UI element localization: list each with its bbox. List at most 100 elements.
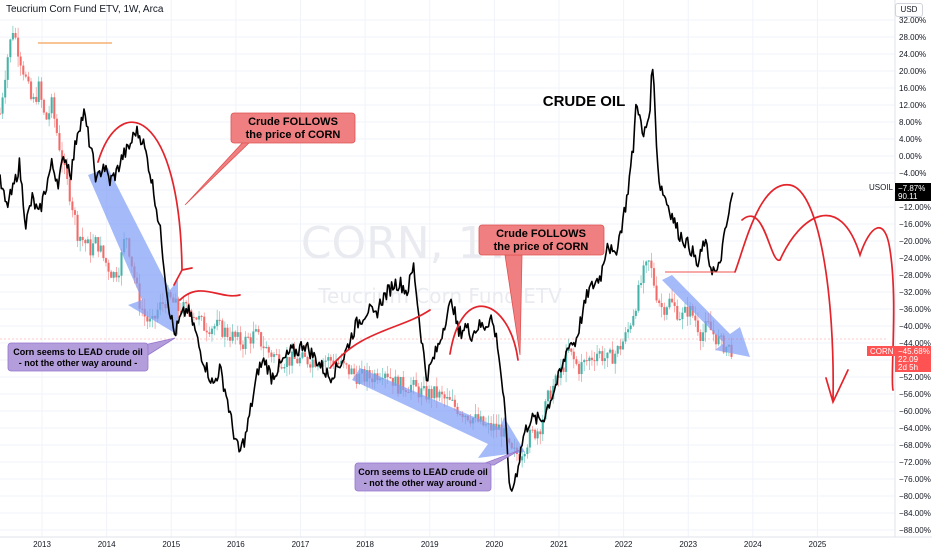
corn-candle-body <box>203 316 206 331</box>
corn-candle-body <box>301 352 304 358</box>
usoil-tag-symbol: USOIL <box>869 183 894 192</box>
y-tick-label: −32.00% <box>899 288 931 297</box>
corn-candle-body <box>306 356 309 365</box>
corn-candle-body <box>595 353 599 362</box>
corn-candle-body <box>148 318 152 322</box>
corn-candle-body <box>611 349 614 364</box>
corn-candle-body <box>402 377 405 391</box>
corn-candle-body <box>205 330 208 333</box>
callout-follows-1: Crude FOLLOWS the price of CORN <box>184 112 356 206</box>
corn-candle-body <box>99 245 102 252</box>
corn-candle-body <box>138 283 141 309</box>
corn-candle-body <box>22 65 25 75</box>
corn-candle-body <box>704 321 707 333</box>
corn-candle-body <box>425 386 428 400</box>
corn-candle-body <box>409 384 413 393</box>
corn-candle-body <box>564 350 568 372</box>
corn-candle-body <box>259 332 263 347</box>
corn-candle-body <box>37 81 40 102</box>
x-tick-label: 2021 <box>550 540 568 549</box>
corn-candle-body <box>228 337 232 341</box>
corn-candle-body <box>435 386 438 398</box>
corn-candle-body <box>438 391 441 398</box>
corn-candle-body <box>112 272 115 278</box>
corn-candle-body <box>629 325 632 330</box>
corn-candle-body <box>580 362 583 375</box>
callout-follows-2: Crude FOLLOWS the price of CORN <box>478 224 605 356</box>
corn-candle-body <box>11 33 15 40</box>
corn-candle-body <box>283 366 286 369</box>
corn-candle-body <box>539 431 542 435</box>
corn-candle-body <box>384 373 387 379</box>
callout-follows-1-line1: Crude FOLLOWS <box>248 116 338 128</box>
x-tick-label: 2016 <box>227 540 245 549</box>
callout-follows-2-line1: Crude FOLLOWS <box>496 228 586 240</box>
x-tick-label: 2023 <box>679 540 697 549</box>
corn-candle-body <box>658 300 661 304</box>
corn-candle-body <box>660 303 663 308</box>
y-tick-label: −16.00% <box>899 220 931 229</box>
corn-candle-body <box>678 319 681 321</box>
y-tick-label: −76.00% <box>899 475 931 484</box>
corn-candle-body <box>412 379 415 385</box>
corn-candle-body <box>446 396 449 399</box>
corn-candle-body <box>1 97 4 114</box>
corn-candle-body <box>606 352 609 359</box>
corn-candle-body <box>345 363 348 365</box>
corn-candle-body <box>614 353 617 364</box>
corn-candle-body <box>451 399 454 401</box>
corn-candle-body <box>231 331 234 341</box>
corn-candle-body <box>210 328 214 335</box>
corn-candle-body <box>329 357 332 361</box>
corn-candle-body <box>73 210 77 215</box>
corn-candle-body <box>288 357 291 366</box>
corn-candle-body <box>533 429 537 439</box>
corn-candle-body <box>327 357 330 361</box>
x-tick-label: 2017 <box>292 540 310 549</box>
corn-candle-body <box>257 329 260 333</box>
corn-candle-body <box>342 360 345 364</box>
corn-candle-body <box>536 431 539 439</box>
corn-candle-body <box>546 390 550 402</box>
corn-candle-body <box>42 99 46 113</box>
corn-candle-body <box>200 315 203 317</box>
callout-follows-2-line2: the price of CORN <box>494 241 589 253</box>
corn-candle-body <box>433 386 436 399</box>
corn-candle-body <box>655 285 658 301</box>
currency-button[interactable]: USD <box>895 3 923 17</box>
corn-candle-body <box>262 346 265 349</box>
corn-candle-body <box>195 317 198 320</box>
corn-candle-body <box>670 298 674 303</box>
corn-candle-body <box>531 429 534 431</box>
corn-candle-body <box>353 368 356 375</box>
corn-candle-body <box>601 351 604 362</box>
corn-candle-body <box>632 315 635 326</box>
corn-candle-body <box>270 352 273 357</box>
corn-tag-countdown: 2d 5h <box>898 363 918 372</box>
corn-candle-body <box>562 367 565 372</box>
corn-candle-body <box>247 336 250 338</box>
corn-candle-body <box>50 97 53 114</box>
corn-candle-body <box>208 332 211 335</box>
corn-candle-body <box>60 150 64 164</box>
y-tick-label: −80.00% <box>899 492 931 501</box>
corn-candle-body <box>97 237 100 252</box>
y-tick-label: 32.00% <box>899 16 926 25</box>
y-tick-label: 24.00% <box>899 50 926 59</box>
corn-candle-body <box>440 391 444 395</box>
projection-curve-2019 <box>449 305 519 361</box>
corn-candle-body <box>298 357 301 364</box>
usoil-price-tag: USOIL −7.87% 90.11 <box>867 183 931 201</box>
corn-candle-body <box>239 332 242 345</box>
corn-candle-body <box>523 454 526 457</box>
corn-candle-body <box>479 416 482 422</box>
corn-candle-body <box>6 57 9 80</box>
corn-candle-body <box>637 285 640 311</box>
corn-candle-body <box>453 399 457 407</box>
corn-candle-body <box>102 245 105 259</box>
corn-candle-body <box>642 265 645 284</box>
corn-candle-body <box>117 275 121 278</box>
corn-candle-body <box>627 329 630 333</box>
y-tick-label: 0.00% <box>899 152 922 161</box>
